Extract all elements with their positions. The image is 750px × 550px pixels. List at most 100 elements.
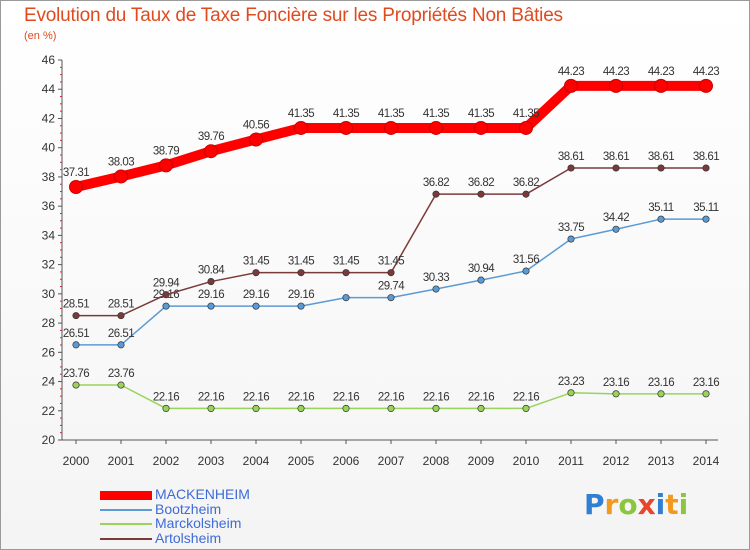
- data-label: 41.35: [513, 108, 539, 120]
- legend-swatch: [100, 537, 152, 540]
- data-point: [117, 381, 125, 389]
- data-label: 31.45: [288, 256, 314, 268]
- data-label: 38.61: [648, 151, 674, 163]
- data-label: 28.51: [63, 299, 89, 311]
- data-point: [699, 78, 713, 93]
- data-point: [342, 294, 350, 302]
- data-point: [522, 190, 530, 198]
- y-tick-label: 24: [42, 375, 56, 389]
- data-point: [612, 225, 620, 233]
- data-label: 22.16: [378, 391, 404, 403]
- data-point: [654, 78, 668, 93]
- data-label: 41.35: [333, 108, 359, 120]
- data-label: 38.61: [558, 151, 584, 163]
- data-label: 22.16: [423, 391, 449, 403]
- data-point: [204, 144, 218, 159]
- legend-swatch: [100, 523, 152, 525]
- data-point: [564, 78, 578, 93]
- y-tick-label: 36: [42, 199, 56, 213]
- x-tick-label: 2014: [693, 454, 720, 468]
- data-point: [657, 164, 665, 172]
- x-tick-label: 2005: [288, 454, 315, 468]
- data-label: 35.11: [648, 202, 674, 214]
- logo-letter: i: [655, 488, 666, 521]
- data-point: [567, 164, 575, 172]
- data-point: [162, 291, 170, 299]
- legend-swatch: [100, 491, 152, 500]
- data-label: 29.16: [198, 289, 224, 301]
- x-tick-label: 2010: [513, 454, 540, 468]
- data-label: 36.82: [423, 177, 449, 189]
- data-label: 23.16: [603, 377, 629, 389]
- x-tick-label: 2008: [423, 454, 450, 468]
- data-label: 41.35: [378, 108, 404, 120]
- data-label: 31.45: [333, 256, 359, 268]
- proxiti-logo: Proxiti: [584, 488, 688, 521]
- data-label: 22.16: [243, 391, 269, 403]
- data-point: [387, 404, 395, 412]
- data-label: 38.61: [693, 151, 719, 163]
- data-point: [432, 190, 440, 198]
- x-tick-label: 2006: [333, 454, 360, 468]
- data-point: [702, 215, 710, 223]
- data-label: 22.16: [198, 391, 224, 403]
- data-point: [519, 120, 533, 135]
- logo-letter: x: [637, 488, 656, 521]
- data-point: [162, 404, 170, 412]
- data-label: 34.42: [603, 212, 629, 224]
- data-point: [339, 120, 353, 135]
- data-point: [429, 120, 443, 135]
- data-point: [72, 381, 80, 389]
- data-point: [342, 269, 350, 277]
- legend-label: Artolsheim: [155, 529, 222, 546]
- data-label: 30.94: [468, 263, 495, 275]
- y-tick-label: 34: [42, 228, 56, 242]
- data-point: [207, 278, 215, 286]
- data-label: 36.82: [513, 177, 539, 189]
- data-point: [249, 132, 263, 147]
- data-label: 26.51: [108, 328, 134, 340]
- data-label: 38.79: [153, 145, 179, 157]
- data-label: 22.16: [468, 391, 494, 403]
- x-tick-label: 2001: [108, 454, 135, 468]
- data-label: 36.82: [468, 177, 494, 189]
- data-label: 29.16: [243, 289, 269, 301]
- data-label: 37.31: [63, 167, 89, 179]
- legend-label: MACKENHEIM: [155, 486, 250, 502]
- data-point: [612, 164, 620, 172]
- data-label: 41.35: [288, 108, 314, 120]
- data-point: [252, 269, 260, 277]
- data-label: 22.16: [153, 391, 179, 403]
- x-tick-label: 2013: [648, 454, 675, 468]
- data-label: 31.45: [378, 256, 404, 268]
- x-tick-label: 2003: [198, 454, 225, 468]
- data-point: [252, 404, 260, 412]
- data-label: 44.23: [648, 66, 674, 78]
- data-point: [384, 120, 398, 135]
- data-label: 44.23: [603, 66, 629, 78]
- data-point: [294, 120, 308, 135]
- data-point: [159, 158, 173, 173]
- x-tick-label: 2011: [558, 454, 584, 468]
- data-point: [297, 269, 305, 277]
- data-point: [477, 276, 485, 284]
- data-point: [567, 389, 575, 397]
- y-tick-label: 28: [42, 316, 56, 330]
- data-point: [657, 215, 665, 223]
- data-label: 40.56: [243, 120, 269, 132]
- y-tick-label: 20: [42, 433, 56, 447]
- logo-letter: o: [618, 488, 638, 521]
- data-point: [387, 269, 395, 277]
- logo-letter: i: [678, 488, 689, 521]
- y-tick-label: 26: [42, 345, 56, 359]
- data-label: 38.03: [108, 156, 134, 168]
- data-point: [162, 302, 170, 310]
- y-tick-label: 40: [42, 141, 56, 155]
- data-label: 30.33: [423, 272, 449, 284]
- data-point: [387, 294, 395, 302]
- data-point: [522, 404, 530, 412]
- data-point: [207, 302, 215, 310]
- data-point: [342, 404, 350, 412]
